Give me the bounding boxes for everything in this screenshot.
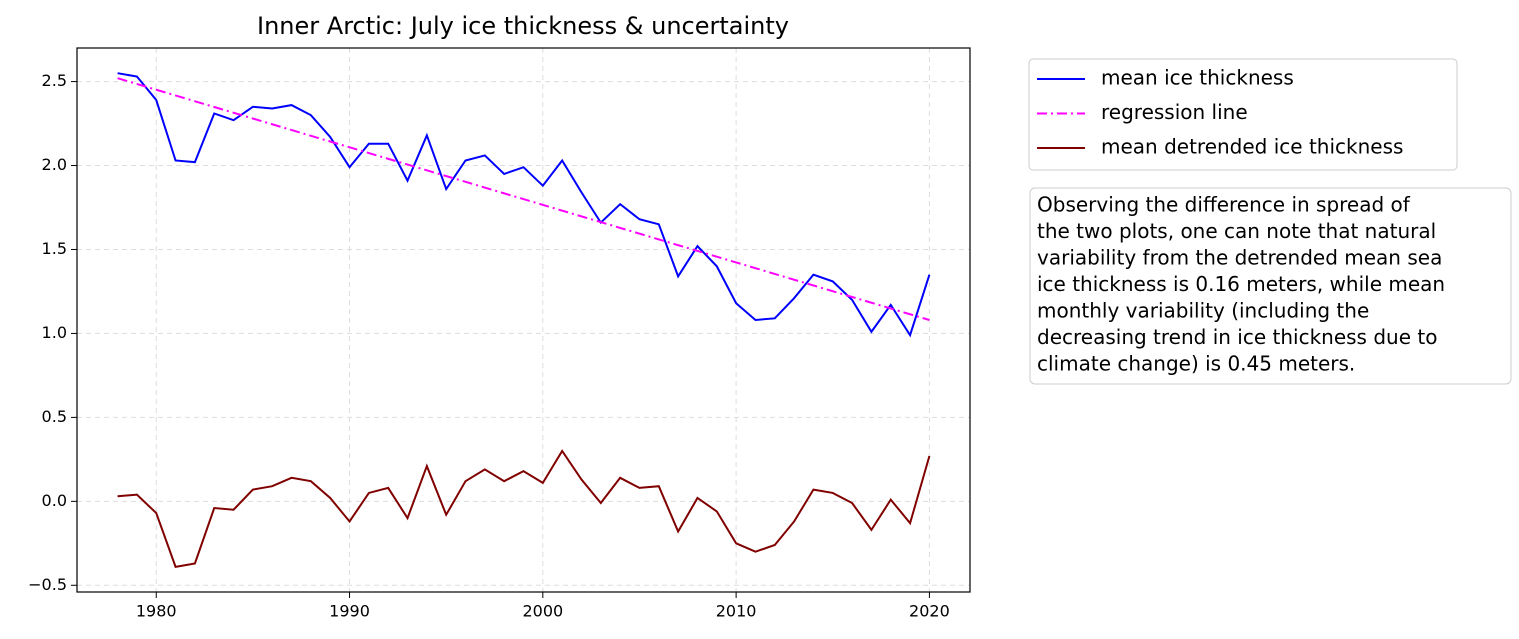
legend-box [1028,58,1458,171]
y-tick-label: −0.5 [28,575,67,594]
plot-frame [76,47,971,593]
annotation-text: decreasing trend in ice thickness due to [1037,325,1437,349]
y-tick-label: 2.5 [42,71,67,90]
annotation-text: ice thickness is 0.16 meters, while mean [1037,272,1445,296]
series-line [117,72,931,338]
x-tick-label: 1990 [329,602,370,621]
x-tick-label: 2000 [522,602,563,621]
annotation-text: the two plots, one can note that natural [1037,219,1436,243]
y-tick-label: 0.0 [42,491,67,510]
series-line [117,449,931,568]
x-tick-label: 2020 [909,602,950,621]
annotation-text: monthly variability (including the [1037,299,1369,323]
y-tick-label: 1.0 [42,323,67,342]
annotation-text: variability from the detrended mean sea [1037,246,1442,270]
series-line [117,77,930,321]
y-tick-label: 2.0 [42,155,67,174]
y-tick-label: 0.5 [42,407,67,426]
annotation-box [1029,187,1512,385]
annotation-text: Observing the difference in spread of [1037,193,1411,217]
y-tick-label: 1.5 [42,239,67,258]
legend-label: mean ice thickness [1101,66,1294,90]
legend-label: regression line [1101,100,1248,124]
chart-title: Inner Arctic: July ice thickness & uncer… [257,12,789,40]
x-tick-label: 2010 [716,602,757,621]
x-tick-label: 1980 [136,602,177,621]
legend-label: mean detrended ice thickness [1101,135,1403,159]
annotation-text: climate change) is 0.45 meters. [1037,352,1355,376]
